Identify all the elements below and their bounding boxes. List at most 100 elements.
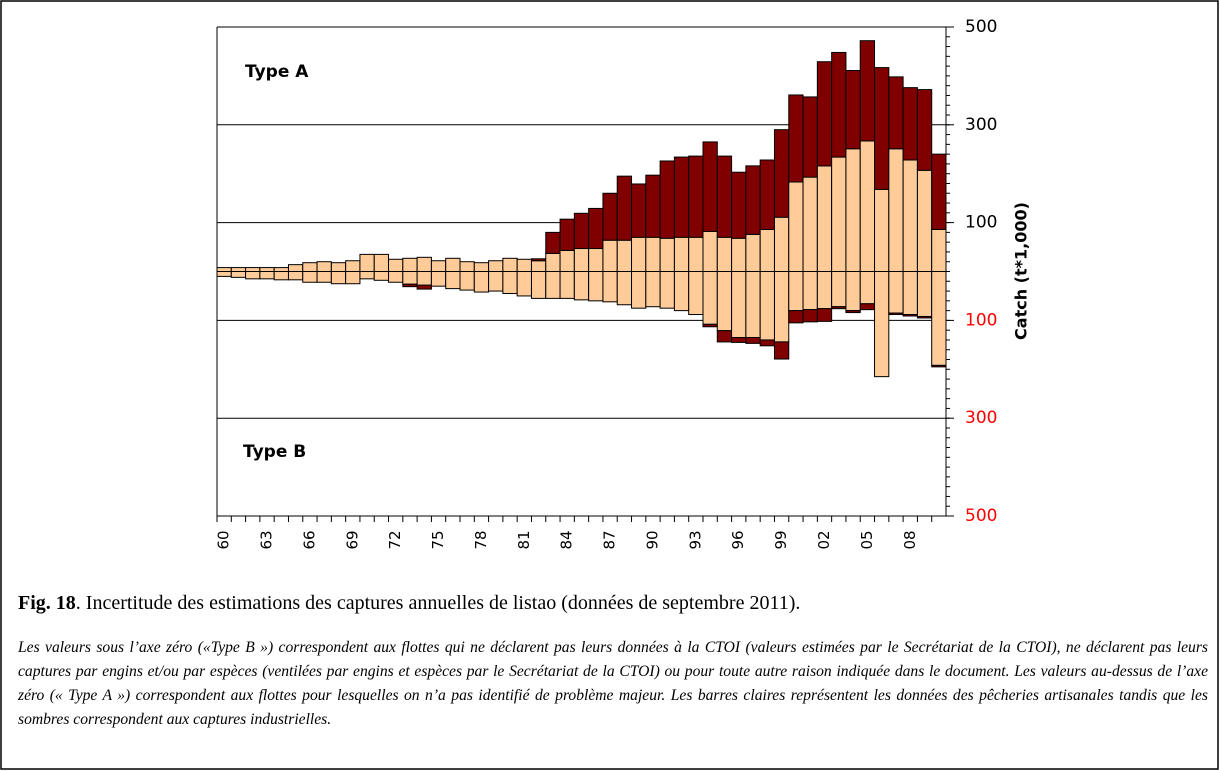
bar	[702, 141, 718, 232]
bar	[616, 175, 633, 241]
bar	[859, 40, 876, 142]
bar	[316, 271, 332, 283]
x-tick-label: 93	[686, 530, 704, 549]
bar	[731, 271, 747, 339]
bar	[831, 156, 847, 273]
bar	[716, 271, 733, 332]
y-axis-label: Catch (t*1,000)	[1012, 202, 1031, 340]
bar	[745, 165, 761, 235]
bar	[673, 156, 690, 238]
bar	[488, 260, 504, 273]
bar	[888, 312, 904, 316]
bar	[602, 271, 618, 303]
x-tick-label: 87	[601, 530, 619, 549]
bar	[845, 310, 861, 314]
bar	[588, 271, 604, 302]
x-tick-label: 05	[858, 530, 876, 549]
bar	[388, 258, 404, 272]
bar	[559, 218, 575, 251]
bar	[616, 239, 633, 272]
note: Les valeurs sous l’axe zéro («Type B ») …	[18, 639, 1208, 728]
bar	[745, 271, 761, 339]
x-tick-label: 02	[815, 530, 833, 549]
bar	[302, 271, 318, 283]
bar	[216, 267, 232, 273]
annotation: Type A	[245, 62, 309, 82]
bar	[287, 271, 304, 281]
bar	[230, 271, 247, 278]
x-tick-label: 81	[515, 530, 533, 549]
bar	[759, 271, 775, 341]
bar	[773, 271, 790, 343]
bar	[816, 165, 833, 273]
bar	[673, 236, 690, 273]
bar	[831, 306, 847, 310]
bar	[931, 364, 947, 368]
bar	[659, 271, 675, 309]
bar	[902, 87, 918, 161]
x-tick-label: 96	[729, 530, 747, 549]
bar	[845, 148, 861, 272]
bar	[645, 174, 661, 238]
bar	[788, 271, 804, 312]
bar	[802, 309, 818, 323]
x-tick-label: 99	[772, 530, 790, 549]
x-tick-label: 84	[558, 530, 576, 549]
bar	[916, 89, 933, 171]
bar	[874, 188, 890, 273]
bar	[874, 67, 890, 190]
bar	[788, 94, 804, 183]
bar	[402, 271, 418, 285]
bar	[545, 271, 561, 299]
bar	[573, 248, 590, 272]
bar	[902, 271, 918, 316]
bar	[659, 160, 675, 239]
bar	[788, 181, 804, 272]
bar	[831, 51, 847, 158]
bar	[445, 271, 461, 290]
bar	[902, 159, 918, 272]
bar	[502, 257, 518, 272]
bar	[931, 228, 947, 272]
x-tick-label: 66	[300, 530, 318, 549]
bar	[702, 323, 718, 328]
bar	[859, 271, 876, 305]
bar	[916, 315, 933, 319]
bar	[530, 271, 547, 299]
bar	[345, 271, 361, 285]
bar	[631, 236, 647, 273]
bar	[245, 267, 261, 273]
caption-label: Fig. 18	[18, 592, 76, 614]
bar	[916, 271, 933, 317]
bar	[259, 271, 275, 280]
bar	[502, 271, 518, 295]
x-tick-label: 08	[901, 530, 919, 549]
bar	[716, 330, 733, 343]
bar	[216, 271, 232, 277]
y-tick-label: 500	[965, 17, 997, 37]
y-tick-label: 100	[965, 213, 997, 233]
bar	[402, 283, 418, 288]
bar	[559, 271, 575, 299]
bar	[345, 260, 361, 273]
bar	[559, 249, 575, 273]
bar	[688, 271, 704, 316]
bar	[802, 176, 818, 272]
y-tick-label: 500	[965, 506, 997, 526]
bar	[416, 256, 432, 272]
bar	[602, 192, 618, 241]
bar	[316, 261, 332, 273]
x-tick-label: 72	[386, 530, 404, 549]
x-tick-label: 75	[429, 530, 447, 549]
bar	[773, 129, 790, 218]
bar	[516, 258, 532, 272]
bar	[702, 230, 718, 272]
bar	[802, 271, 818, 311]
x-tick-label: 63	[258, 530, 276, 549]
bar	[888, 271, 904, 314]
y-tick-label: 300	[965, 115, 997, 135]
bar	[259, 267, 275, 273]
bar	[816, 271, 833, 310]
bar	[359, 271, 375, 280]
